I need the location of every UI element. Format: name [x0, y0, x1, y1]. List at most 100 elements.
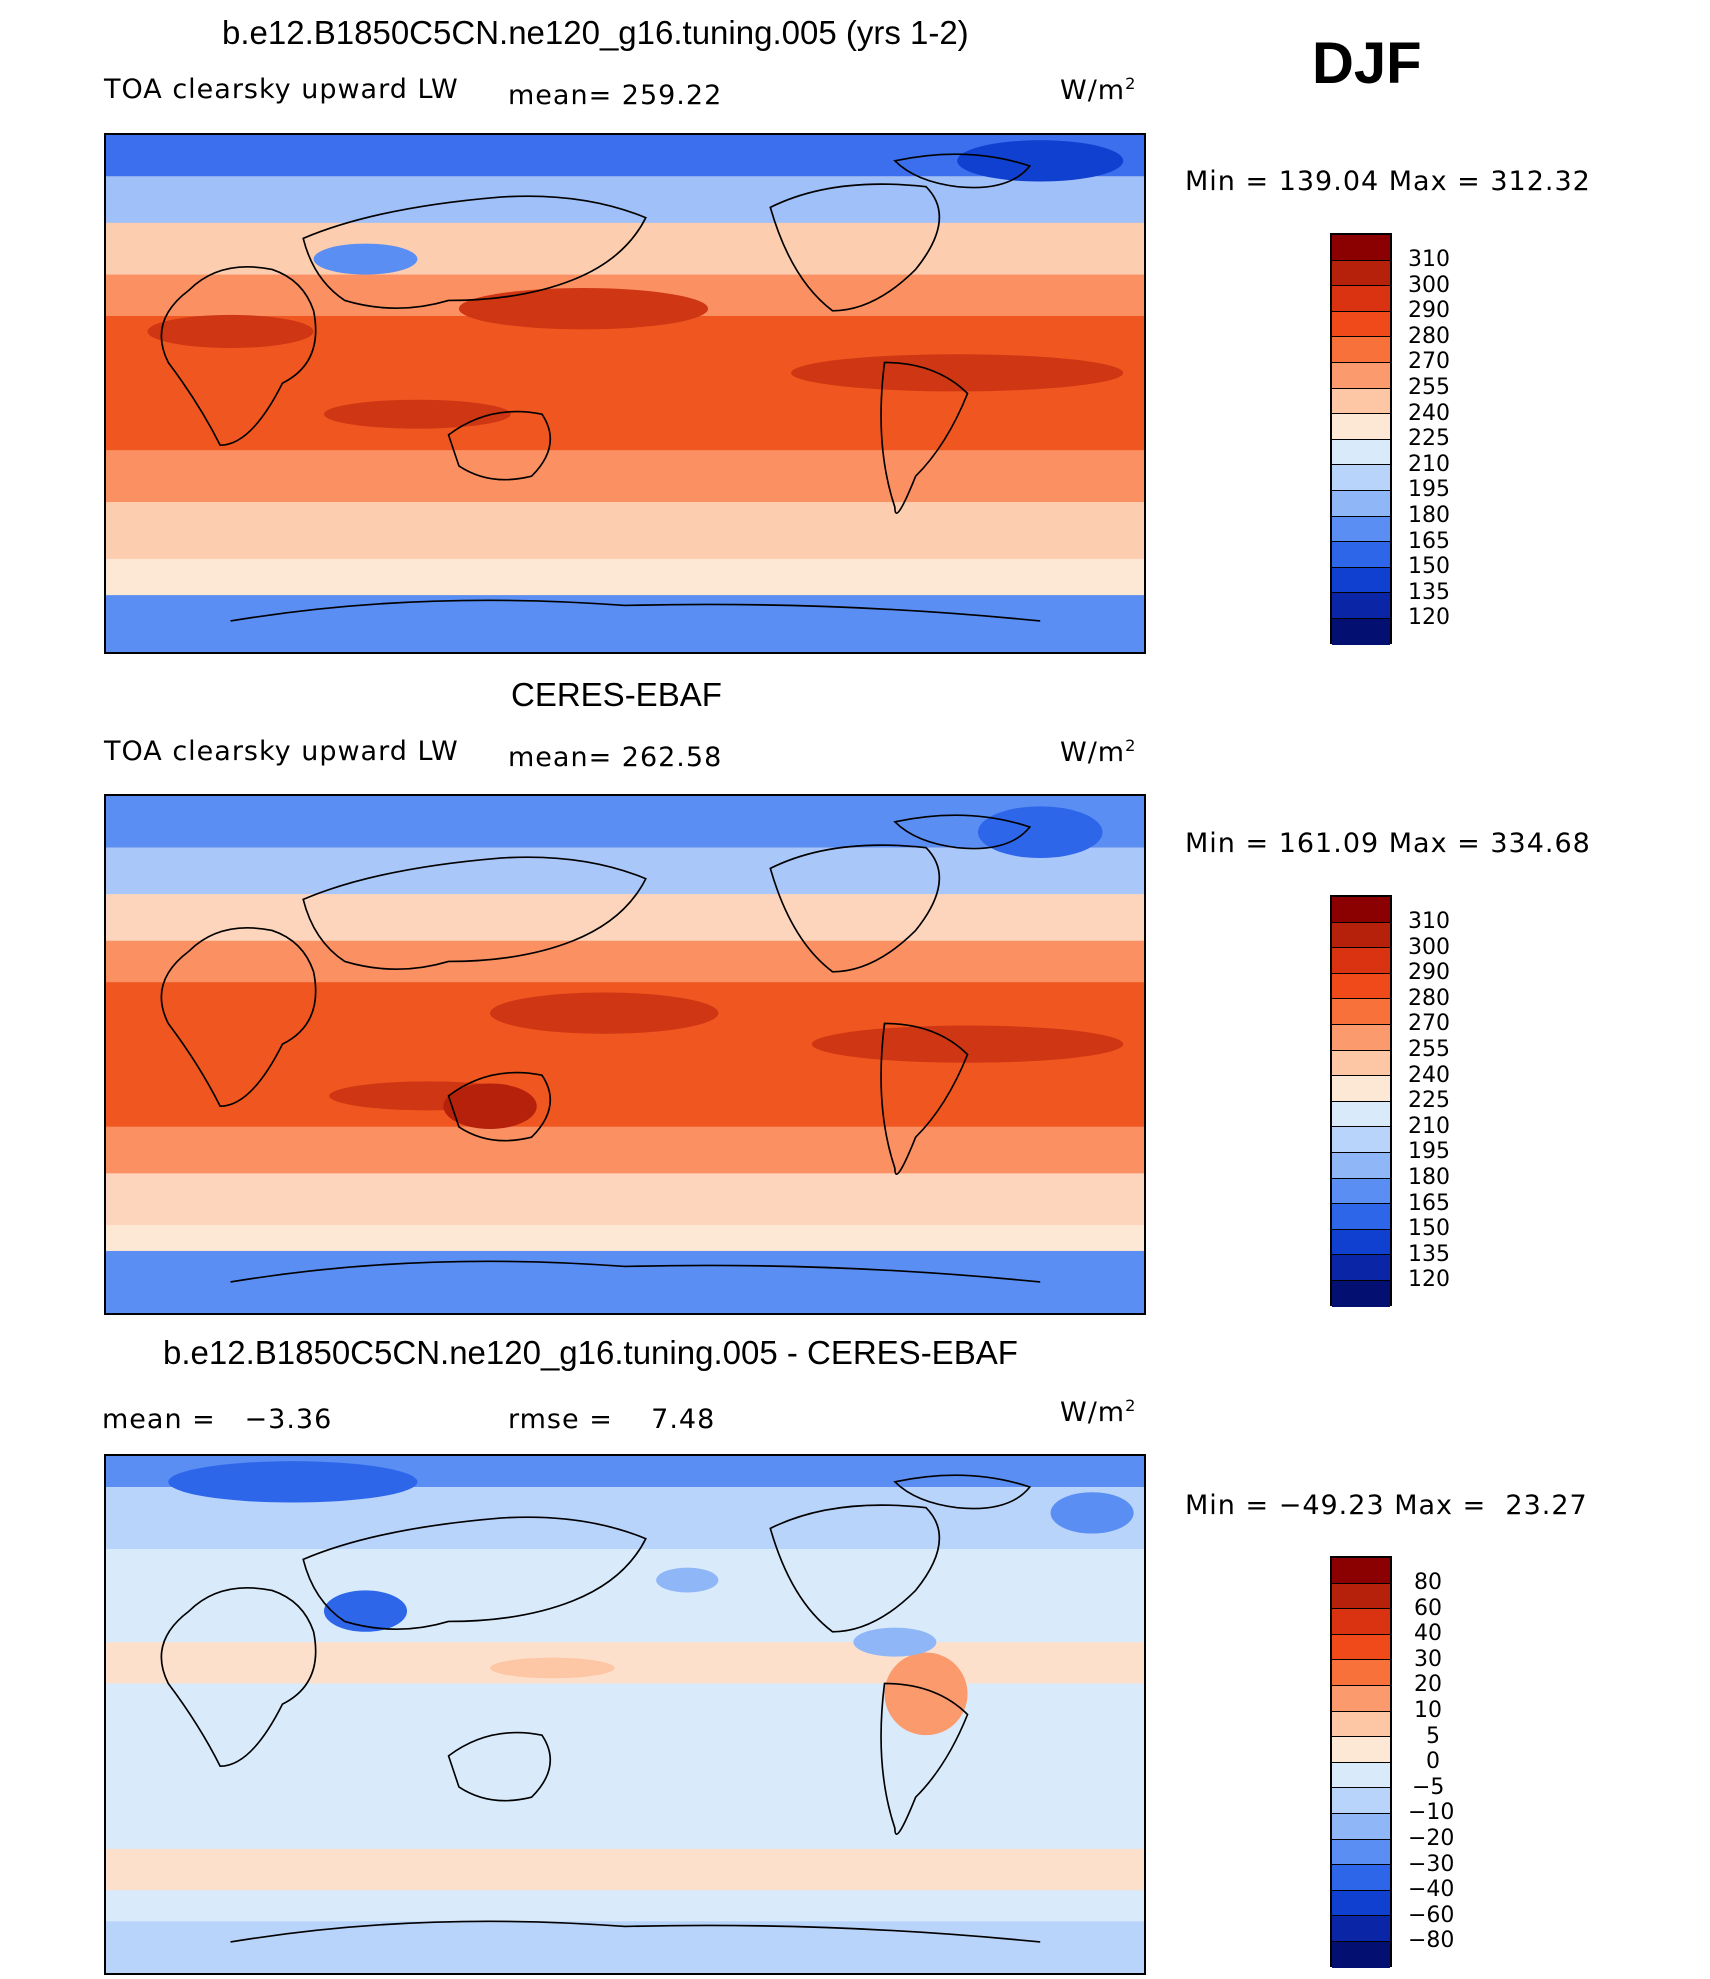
colorbar-label: 60	[1414, 1596, 1442, 1621]
season-label: DJF	[1312, 31, 1422, 96]
colorbar-label: 80	[1414, 1570, 1442, 1595]
panel3-units: W/m2	[1060, 1396, 1137, 1428]
colorbar-label: −30	[1408, 1852, 1455, 1877]
colorbar-label: 165	[1408, 529, 1450, 554]
colorbar-swatch	[1332, 567, 1390, 594]
colorbar-swatch	[1332, 973, 1390, 1000]
colorbar-swatch	[1332, 337, 1390, 363]
colorbar-swatch	[1332, 1127, 1390, 1153]
colorbar-swatch	[1332, 1583, 1390, 1610]
colorbar-label: 280	[1408, 986, 1450, 1011]
colorbar-label: 210	[1408, 452, 1450, 477]
colorbar-swatch	[1332, 414, 1390, 440]
colorbar-label: 40	[1414, 1621, 1442, 1646]
colorbar-label: 30	[1414, 1647, 1442, 1672]
panel2-map	[104, 794, 1146, 1315]
colorbar-swatch	[1332, 1788, 1390, 1814]
colorbar-swatch	[1332, 1076, 1390, 1102]
colorbar-swatch	[1332, 388, 1390, 415]
colorbar-label: 180	[1408, 503, 1450, 528]
colorbar-swatch	[1332, 1813, 1390, 1840]
panel3-map	[104, 1454, 1146, 1975]
colorbar-swatch	[1332, 1178, 1390, 1205]
colorbar-label: 270	[1408, 349, 1450, 374]
panel3-title: b.e12.B1850C5CN.ne120_g16.tuning.005 - C…	[163, 1334, 1018, 1371]
colorbar-swatch	[1332, 439, 1390, 466]
colorbar-swatch	[1332, 542, 1390, 568]
colorbar-swatch	[1332, 1890, 1390, 1917]
colorbar-swatch	[1332, 922, 1390, 949]
colorbar-swatch	[1332, 1229, 1390, 1256]
colorbar-label: 5	[1426, 1724, 1440, 1749]
colorbar-swatch	[1332, 1685, 1390, 1712]
colorbar-label: 210	[1408, 1114, 1450, 1139]
colorbar-label: 310	[1408, 909, 1450, 934]
colorbar-swatch	[1332, 235, 1390, 261]
colorbar-swatch	[1332, 362, 1390, 389]
panel2-minmax: Min = 161.09 Max = 334.68	[1185, 828, 1591, 859]
colorbar-swatch	[1332, 1737, 1390, 1763]
colorbar-label: −10	[1408, 1800, 1455, 1825]
panel2-colorbar	[1330, 895, 1392, 1307]
panel3-map-canvas	[106, 1456, 1144, 1973]
panel1-units: W/m2	[1060, 74, 1137, 106]
panel1-mean-label: mean= 259.22	[508, 80, 723, 111]
colorbar-swatch	[1332, 1204, 1390, 1230]
colorbar-label: 165	[1408, 1191, 1450, 1216]
colorbar-swatch	[1332, 593, 1390, 619]
colorbar-label: 225	[1408, 426, 1450, 451]
panel1-colorbar	[1330, 233, 1392, 645]
panel3-colorbar	[1330, 1556, 1392, 1968]
panel3-rmse-label: rmse = 7.48	[508, 1404, 716, 1435]
panel1-map	[104, 133, 1146, 654]
colorbar-label: 290	[1408, 960, 1450, 985]
colorbar-label: 300	[1408, 935, 1450, 960]
colorbar-label: 120	[1408, 1267, 1450, 1292]
colorbar-label: 290	[1408, 298, 1450, 323]
colorbar-swatch	[1332, 286, 1390, 312]
colorbar-label: 10	[1414, 1698, 1442, 1723]
colorbar-label: 240	[1408, 401, 1450, 426]
colorbar-label: 150	[1408, 554, 1450, 579]
colorbar-swatch	[1332, 1255, 1390, 1281]
colorbar-label: −40	[1408, 1877, 1455, 1902]
colorbar-label: 255	[1408, 375, 1450, 400]
colorbar-label: 255	[1408, 1037, 1450, 1062]
colorbar-swatch	[1332, 618, 1390, 645]
panel2-variable-label: TOA clearsky upward LW	[104, 736, 459, 767]
panel2-map-canvas	[106, 796, 1144, 1313]
panel1-minmax: Min = 139.04 Max = 312.32	[1185, 166, 1591, 197]
colorbar-label: 225	[1408, 1088, 1450, 1113]
colorbar-label: 195	[1408, 477, 1450, 502]
colorbar-swatch	[1332, 516, 1390, 543]
colorbar-label: 300	[1408, 273, 1450, 298]
colorbar-swatch	[1332, 311, 1390, 338]
colorbar-label: 20	[1414, 1672, 1442, 1697]
colorbar-swatch	[1332, 1101, 1390, 1128]
colorbar-swatch	[1332, 1050, 1390, 1077]
colorbar-label: −60	[1408, 1903, 1455, 1928]
colorbar-swatch	[1332, 999, 1390, 1025]
panel1-map-canvas	[106, 135, 1144, 652]
colorbar-label: 310	[1408, 247, 1450, 272]
panel2-units: W/m2	[1060, 736, 1137, 768]
colorbar-label: 270	[1408, 1011, 1450, 1036]
colorbar-swatch	[1332, 1634, 1390, 1661]
colorbar-label: −80	[1408, 1928, 1455, 1953]
colorbar-swatch	[1332, 948, 1390, 974]
colorbar-swatch	[1332, 1558, 1390, 1584]
panel1-variable-label: TOA clearsky upward LW	[104, 74, 459, 105]
panel1-title: b.e12.B1850C5CN.ne120_g16.tuning.005 (yr…	[222, 14, 969, 51]
colorbar-label: 240	[1408, 1063, 1450, 1088]
colorbar-swatch	[1332, 1609, 1390, 1635]
colorbar-swatch	[1332, 1762, 1390, 1789]
panel2-title: CERES-EBAF	[511, 676, 722, 713]
colorbar-label: 195	[1408, 1139, 1450, 1164]
colorbar-swatch	[1332, 1916, 1390, 1942]
colorbar-label: 0	[1426, 1749, 1440, 1774]
colorbar-label: 280	[1408, 324, 1450, 349]
colorbar-label: −5	[1412, 1775, 1445, 1800]
colorbar-swatch	[1332, 1152, 1390, 1179]
colorbar-swatch	[1332, 1660, 1390, 1686]
colorbar-swatch	[1332, 1711, 1390, 1738]
